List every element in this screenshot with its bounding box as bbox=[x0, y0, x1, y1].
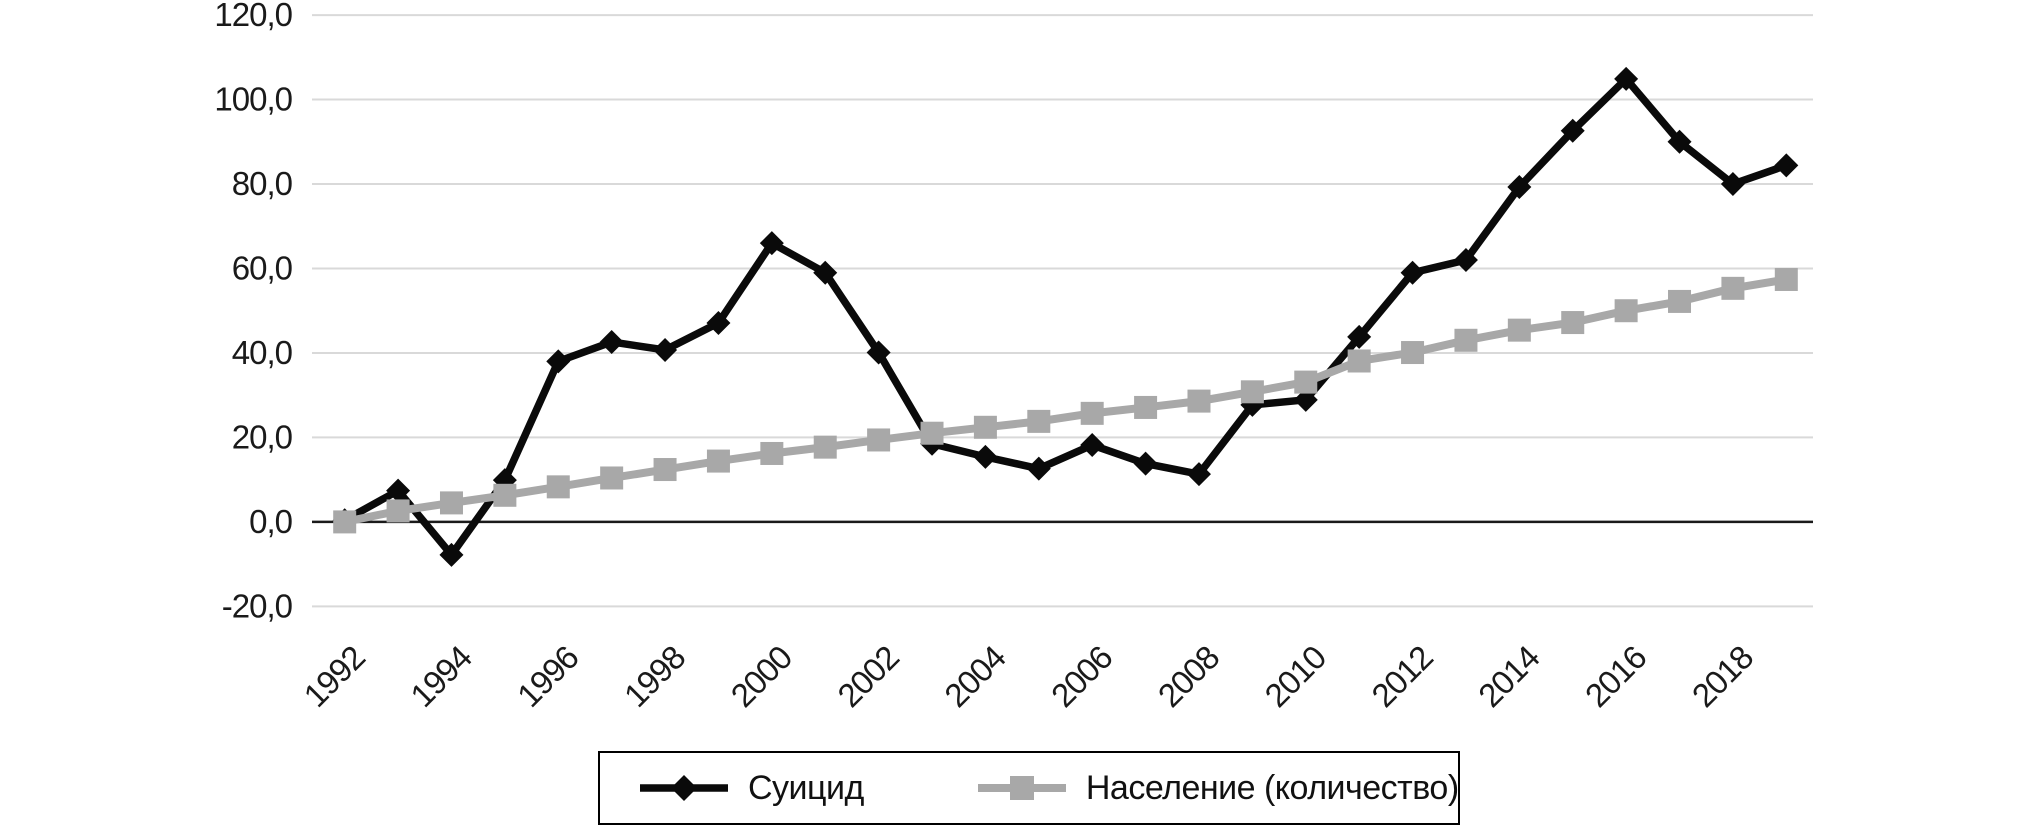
square-marker-icon bbox=[386, 499, 410, 523]
diamond-marker-icon bbox=[671, 775, 697, 801]
square-marker-icon bbox=[1294, 370, 1318, 394]
diamond-marker-icon bbox=[706, 310, 731, 335]
x-axis-tick-label: 2008 bbox=[1151, 639, 1226, 714]
square-marker-icon bbox=[760, 441, 784, 465]
square-marker-icon bbox=[439, 491, 463, 515]
square-marker-icon bbox=[333, 510, 357, 534]
diamond-marker-icon bbox=[546, 349, 571, 374]
square-marker-icon bbox=[1507, 318, 1531, 342]
square-marker-icon bbox=[1187, 389, 1211, 413]
square-marker-icon bbox=[1240, 380, 1264, 404]
series-line-population bbox=[343, 275, 1787, 526]
square-marker-icon bbox=[1401, 341, 1425, 365]
diamond-marker-icon bbox=[813, 260, 838, 285]
diamond-marker-icon bbox=[1347, 324, 1372, 349]
diamond-marker-icon bbox=[973, 444, 998, 469]
square-marker-icon bbox=[920, 421, 944, 445]
legend-item-population: Население (количество) bbox=[976, 769, 1459, 808]
diamond-marker-icon bbox=[1720, 172, 1745, 197]
x-axis-tick-label: 2014 bbox=[1471, 638, 1547, 714]
suicide-series-swatch-icon bbox=[640, 775, 728, 801]
legend: Суицид Население (количество) bbox=[598, 751, 1460, 825]
square-marker-icon bbox=[1347, 349, 1371, 373]
y-axis-tick-label: 100,0 bbox=[214, 81, 292, 118]
square-marker-icon bbox=[653, 458, 677, 482]
y-axis-tick-label: -20,0 bbox=[222, 587, 293, 624]
square-marker-icon bbox=[1454, 328, 1478, 352]
x-axis-tick-label: 2002 bbox=[830, 639, 905, 714]
square-marker-icon bbox=[1614, 299, 1638, 323]
diamond-marker-icon bbox=[866, 340, 891, 365]
legend-item-suicide: Суицид bbox=[638, 769, 864, 808]
diamond-marker-icon bbox=[1186, 462, 1211, 487]
diamond-marker-icon bbox=[1293, 387, 1318, 412]
square-marker-icon bbox=[1668, 289, 1692, 313]
population-series-swatch-icon bbox=[977, 776, 1066, 800]
square-marker-icon bbox=[867, 428, 891, 452]
diamond-marker-icon bbox=[1667, 129, 1692, 154]
diamond-marker-icon bbox=[1080, 433, 1105, 458]
legend-label-population: Население (количество) bbox=[1085, 768, 1459, 807]
square-marker-icon bbox=[493, 483, 517, 507]
diamond-marker-icon bbox=[439, 542, 464, 567]
x-axis-tick-label: 1992 bbox=[296, 639, 371, 714]
x-axis-tick-label: 2016 bbox=[1578, 639, 1653, 714]
square-marker-icon bbox=[1134, 395, 1158, 419]
diamond-marker-icon bbox=[599, 329, 624, 354]
y-axis-tick-label: 40,0 bbox=[232, 334, 293, 371]
square-marker-icon bbox=[1009, 776, 1034, 800]
square-marker-icon bbox=[1721, 276, 1745, 300]
square-marker-icon bbox=[973, 415, 997, 439]
square-marker-icon bbox=[813, 435, 837, 459]
diamond-marker-icon bbox=[653, 338, 678, 363]
x-axis-tick-label: 2018 bbox=[1685, 639, 1760, 714]
diamond-marker-icon bbox=[1400, 260, 1425, 285]
y-axis-tick-label: 60,0 bbox=[232, 249, 293, 286]
square-marker-icon bbox=[706, 449, 730, 473]
diamond-marker-icon bbox=[1614, 66, 1639, 91]
square-marker-icon bbox=[1561, 311, 1585, 335]
x-axis-tick-label: 2010 bbox=[1257, 638, 1333, 714]
legend-label-suicide: Суицид bbox=[748, 768, 864, 807]
diamond-marker-icon bbox=[386, 478, 411, 503]
diamond-marker-icon bbox=[1774, 153, 1799, 178]
x-axis-tick-label: 1994 bbox=[403, 638, 479, 714]
x-axis-tick-label: 2012 bbox=[1364, 639, 1439, 714]
y-axis-tick-label: 0,0 bbox=[249, 503, 293, 540]
diamond-marker-icon bbox=[1507, 174, 1532, 199]
square-marker-icon bbox=[1774, 267, 1798, 291]
diamond-marker-icon bbox=[759, 231, 784, 256]
x-axis-tick-label: 2006 bbox=[1044, 639, 1119, 714]
y-axis-tick-label: 20,0 bbox=[232, 418, 293, 455]
series-line-suicide bbox=[342, 73, 1788, 561]
x-axis-tick-label: 2000 bbox=[724, 638, 800, 714]
diamond-marker-icon bbox=[1026, 456, 1051, 481]
square-marker-icon bbox=[1080, 401, 1104, 425]
x-axis-tick-label: 1998 bbox=[617, 639, 692, 714]
diamond-marker-icon bbox=[1560, 118, 1585, 143]
x-axis-tick-label: 2004 bbox=[937, 638, 1013, 714]
diamond-marker-icon bbox=[1133, 451, 1158, 476]
square-marker-icon bbox=[600, 466, 624, 490]
diamond-marker-icon bbox=[1453, 248, 1478, 273]
square-marker-icon bbox=[546, 475, 570, 499]
square-marker-icon bbox=[1027, 409, 1051, 433]
x-axis-tick-label: 1996 bbox=[510, 639, 585, 714]
y-axis-tick-label: 80,0 bbox=[232, 165, 293, 202]
y-axis-tick-label: 120,0 bbox=[214, 0, 292, 33]
